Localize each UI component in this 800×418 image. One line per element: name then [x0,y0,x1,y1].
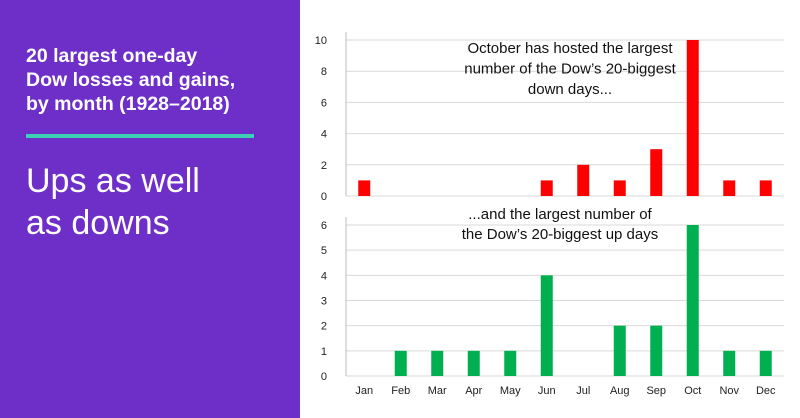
y-tick-label: 8 [321,66,327,78]
x-tick-label: Aug [610,385,630,397]
title-panel: 20 largest one-day Dow losses and gains,… [0,0,300,418]
y-tick-label: 4 [321,270,327,282]
x-tick-label: Jan [355,385,373,397]
bar-dec [759,350,772,376]
y-tick-label: 1 [321,346,327,358]
x-tick-label: Mar [428,385,447,397]
bar-dec [759,180,772,196]
bar-aug [613,180,626,196]
y-tick-label: 4 [321,129,327,141]
annotation-line: down days... [528,81,612,98]
bar-jun [540,180,553,196]
x-tick-label: Sep [646,385,666,397]
y-tick-label: 0 [321,371,327,383]
bar-apr [467,350,480,376]
losses-chart: 0 2 4 6 8 10 October has hosted the largest num… [315,32,784,203]
accent-divider [26,134,254,138]
annotation-line: ...and the largest number of [468,206,652,223]
y-tick-label: 6 [321,220,327,232]
y-tick-label: 2 [321,321,327,333]
gridlines [346,224,784,377]
x-tick-label: Apr [465,385,482,397]
bar-jul [577,164,590,196]
gridlines [346,39,784,197]
x-tick-label: Oct [684,385,701,397]
bar-mar [431,350,444,376]
chart-subhead: Ups as well as downs [26,160,286,244]
headline-line-3: by month (1928–2018) [26,93,230,115]
x-tick-label: Dec [756,385,776,397]
x-tick-label: Feb [391,385,410,397]
gains-chart: 0 1 2 3 4 5 6 Jan Feb Mar Apr May Jun Jul Aug Sep Oct Nov… [321,206,784,397]
bar-may [504,350,517,376]
x-tick-label: May [500,385,521,397]
headline-line-2: Dow losses and gains, [26,69,236,91]
bar-jan [358,180,371,196]
bar-aug [613,325,626,376]
x-tick-label: Nov [719,385,739,397]
x-tick-label: Jun [538,385,556,397]
y-tick-label: 2 [321,160,327,172]
bar-feb [394,350,407,376]
y-tick-label: 6 [321,97,327,109]
y-tick-label: 5 [321,245,327,257]
bar-oct [686,40,699,196]
annotation-line: October has hosted the largest [467,40,673,57]
bar-nov [723,180,736,196]
y-tick-label: 10 [315,35,327,47]
subhead-line-1: Ups as well [26,162,200,200]
annotation-line: the Dow’s 20-biggest up days [462,226,659,243]
y-tick-label: 0 [321,191,327,203]
bar-sep [650,325,663,376]
bar-sep [650,149,663,196]
x-tick-label: Jul [576,385,590,397]
annotation-line: number of the Dow’s 20-biggest [464,61,676,78]
headline-line-1: 20 largest one-day [26,45,198,67]
subhead-line-2: as downs [26,204,170,242]
chart-headline: 20 largest one-day Dow losses and gains,… [26,44,296,116]
bar-jun [540,275,553,376]
bar-nov [723,350,736,376]
bar-oct [686,225,699,376]
y-tick-label: 3 [321,296,327,308]
